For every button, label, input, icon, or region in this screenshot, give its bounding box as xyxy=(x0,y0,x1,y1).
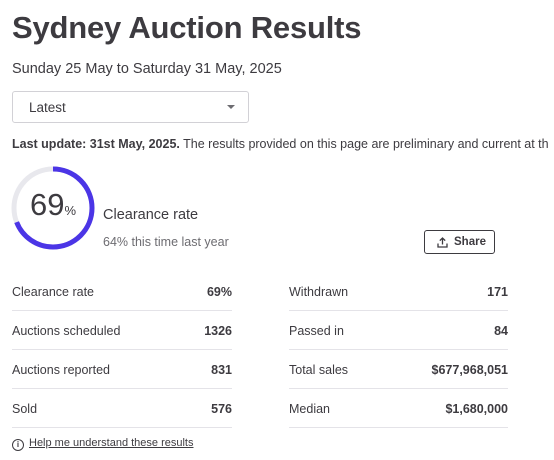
date-range: Sunday 25 May to Saturday 31 May, 2025 xyxy=(12,61,282,77)
period-select[interactable]: Latest xyxy=(12,91,249,123)
stat-value: 69% xyxy=(206,285,232,299)
stat-row: Auctions reported 831 xyxy=(12,350,232,389)
share-label: Share xyxy=(454,236,486,248)
stat-label: Sold xyxy=(12,402,38,416)
stat-value: $677,968,051 xyxy=(431,363,508,377)
stat-row: Clearance rate 69% xyxy=(12,272,232,311)
stat-value: 831 xyxy=(211,363,232,377)
help-link[interactable]: i Help me understand these results xyxy=(12,437,193,451)
stat-row: Auctions scheduled 1326 xyxy=(12,311,232,350)
stat-row: Sold 576 xyxy=(12,389,232,428)
gauge-value: 69% xyxy=(10,187,96,223)
page-title: Sydney Auction Results xyxy=(12,10,362,45)
gauge-percent-sign: % xyxy=(64,203,77,218)
update-date: Last update: 31st May, 2025. xyxy=(12,137,180,151)
caret-down-icon xyxy=(227,105,235,109)
stats-table-right: Withdrawn 171 Passed in 84 Total sales $… xyxy=(289,272,508,428)
stat-label: Median xyxy=(289,402,330,416)
stat-label: Passed in xyxy=(289,324,344,338)
stat-value: 576 xyxy=(211,402,232,416)
stat-value: 84 xyxy=(494,324,508,338)
stat-value: $1,680,000 xyxy=(445,402,508,416)
stat-label: Auctions reported xyxy=(12,363,110,377)
share-button[interactable]: Share xyxy=(424,230,495,254)
clearance-rate-comparison: 64% this time last year xyxy=(103,235,229,249)
stat-row: Total sales $677,968,051 xyxy=(289,350,508,389)
stat-label: Total sales xyxy=(289,363,349,377)
share-upload-icon xyxy=(437,237,448,251)
stat-value: 1326 xyxy=(204,324,232,338)
stat-row: Median $1,680,000 xyxy=(289,389,508,428)
gauge-number: 69 xyxy=(29,187,65,222)
help-link-text[interactable]: Help me understand these results xyxy=(29,437,194,449)
update-notice: Last update: 31st May, 2025. The results… xyxy=(12,137,549,151)
clearance-ring xyxy=(11,166,95,250)
stat-row: Withdrawn 171 xyxy=(289,272,508,311)
stat-value: 171 xyxy=(487,285,508,299)
clearance-rate-gauge: 69% xyxy=(10,165,96,251)
stat-label: Clearance rate xyxy=(12,285,94,299)
clearance-rate-label: Clearance rate xyxy=(103,207,199,223)
stat-label: Auctions scheduled xyxy=(12,324,121,338)
period-select-value: Latest xyxy=(29,100,66,115)
stat-row: Passed in 84 xyxy=(289,311,508,350)
info-icon: i xyxy=(12,439,24,451)
stats-table-left: Clearance rate 69% Auctions scheduled 13… xyxy=(12,272,232,428)
stat-label: Withdrawn xyxy=(289,285,349,299)
gauge-fill xyxy=(11,166,95,250)
update-text: The results provided on this page are pr… xyxy=(179,137,549,151)
